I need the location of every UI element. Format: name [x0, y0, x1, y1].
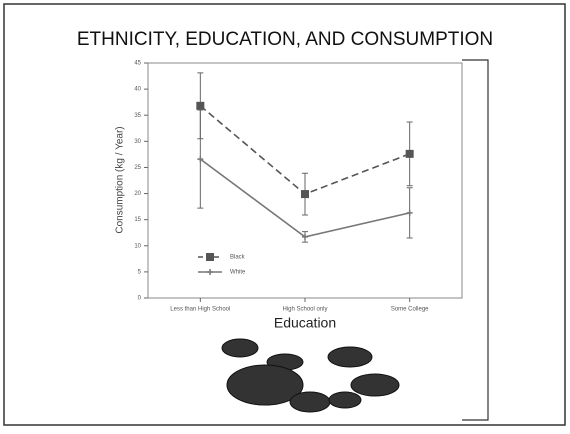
x-tick-label: Some College	[391, 307, 429, 313]
bracket	[462, 59, 489, 421]
legend-marker	[206, 253, 214, 261]
legend-marker	[207, 269, 213, 275]
x-tick-label: Less than High School	[170, 307, 230, 313]
y-tick-label: 35	[134, 113, 141, 119]
fish	[328, 391, 362, 409]
legend-label: White	[230, 270, 246, 276]
fish	[327, 346, 373, 368]
x-tick-label: High School only	[282, 307, 327, 313]
fish	[350, 373, 400, 397]
data-point	[301, 190, 309, 199]
y-tick-label: 5	[138, 269, 142, 275]
slide-title: ETHNICITY, EDUCATION, AND CONSUMPTION	[77, 29, 493, 50]
fish	[226, 364, 304, 406]
data-point	[405, 149, 414, 158]
fish	[221, 338, 259, 358]
fish-school	[221, 338, 400, 413]
y-tick-label: 15	[134, 217, 141, 223]
data-point	[196, 101, 205, 110]
y-tick-label: 40	[134, 87, 141, 93]
legend-label: Black	[230, 255, 246, 261]
x-axis-label: Education	[274, 315, 336, 331]
y-tick-label: 0	[138, 296, 142, 302]
data-point	[302, 233, 308, 240]
y-tick-label: 25	[134, 165, 141, 171]
data-point	[406, 209, 413, 216]
fish	[289, 391, 331, 413]
data-point	[197, 156, 204, 163]
y-tick-label: 45	[134, 61, 141, 67]
y-tick-label: 10	[134, 243, 141, 249]
y-tick-label: 20	[134, 191, 141, 197]
y-axis-label: Consumption (kg / Year)	[115, 126, 126, 233]
y-tick-label: 30	[134, 139, 141, 145]
